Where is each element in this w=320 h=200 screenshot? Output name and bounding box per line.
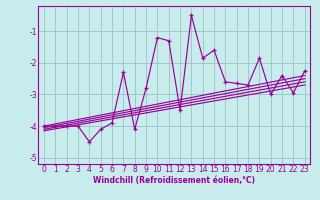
X-axis label: Windchill (Refroidissement éolien,°C): Windchill (Refroidissement éolien,°C) bbox=[93, 176, 255, 185]
